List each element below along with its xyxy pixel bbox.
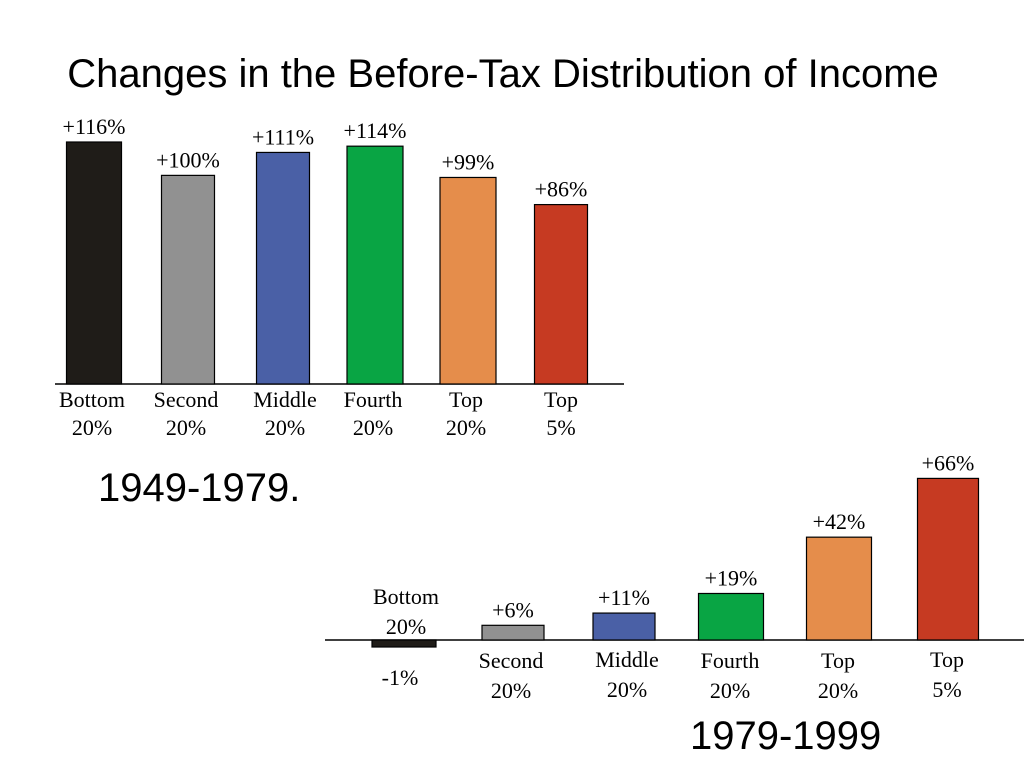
bar-1-3 (697, 592, 765, 641)
bar-0-5 (533, 203, 589, 385)
tick-label-0-1-0: Second (154, 387, 219, 412)
period-label-1979-1999: 1979-1999 (690, 714, 882, 758)
data-label-1-4: +42% (813, 509, 866, 534)
data-label-1-0: -1% (382, 665, 419, 690)
bar-0-4 (439, 176, 497, 385)
tick-label-1-4-1: 20% (818, 678, 858, 703)
tick-label-0-0-0: Bottom (59, 387, 125, 412)
period-label-1949-1979: 1949-1979. (98, 466, 301, 510)
bar-1-1 (481, 624, 545, 641)
tick-label-0-5-1: 5% (546, 415, 575, 440)
tick-label-0-0-1: 20% (72, 415, 112, 440)
bar-1-0 (371, 639, 437, 648)
tick-label-1-1-0: Second (479, 648, 544, 673)
tick-label-1-5-1: 5% (932, 677, 961, 702)
data-label-0-4: +99% (442, 149, 495, 174)
bar-0-0 (65, 141, 123, 385)
data-label-1-2: +11% (598, 585, 650, 610)
data-label-0-5: +86% (535, 177, 588, 202)
data-label-0-2: +111% (252, 124, 314, 149)
tick-label-1-1-1: 20% (491, 678, 531, 703)
tick-label-1-2-0: Middle (595, 647, 659, 672)
tick-label-1-5-0: Top (930, 647, 964, 672)
data-label-1-1: +6% (492, 597, 534, 622)
tick-label-1-0-0: Bottom (373, 584, 439, 609)
tick-label-1-3-0: Fourth (701, 648, 760, 673)
bar-1-2 (592, 612, 656, 641)
bar-0-2 (255, 151, 311, 385)
page-title: Changes in the Before-Tax Distribution o… (67, 52, 939, 96)
data-label-1-5: +66% (922, 450, 975, 475)
tick-label-0-1-1: 20% (166, 415, 206, 440)
bar-1-4 (805, 536, 873, 641)
tick-label-0-4-0: Top (449, 387, 483, 412)
tick-label-1-2-1: 20% (607, 677, 647, 702)
data-label-0-1: +100% (156, 147, 220, 172)
tick-label-1-0-1: 20% (386, 614, 426, 639)
tick-label-0-3-1: 20% (353, 415, 393, 440)
tick-label-1-4-0: Top (821, 648, 855, 673)
bar-0-1 (160, 174, 216, 385)
tick-label-0-4-1: 20% (446, 415, 486, 440)
bar-0-3 (346, 145, 404, 385)
bar-1-5 (916, 477, 980, 641)
data-label-0-3: +114% (344, 118, 407, 143)
tick-label-0-2-0: Middle (253, 387, 317, 412)
tick-label-0-5-0: Top (544, 387, 578, 412)
tick-label-0-3-0: Fourth (344, 387, 403, 412)
tick-label-0-2-1: 20% (265, 415, 305, 440)
data-label-1-3: +19% (705, 565, 758, 590)
tick-label-1-3-1: 20% (710, 678, 750, 703)
data-label-0-0: +116% (63, 114, 126, 139)
